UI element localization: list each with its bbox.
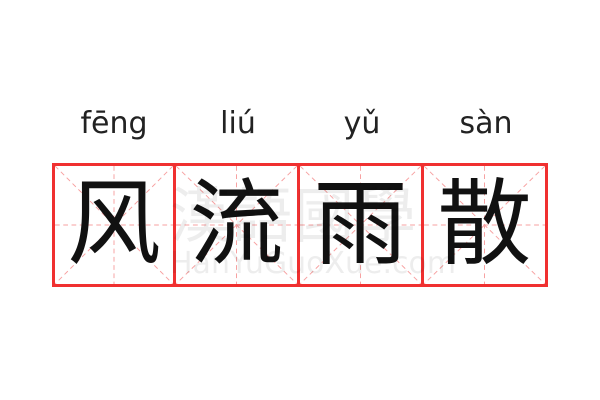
pinyin: yǔ bbox=[343, 106, 381, 141]
character-cell: 风 bbox=[52, 163, 176, 287]
pinyin: sàn bbox=[459, 106, 513, 141]
character-cell: 雨 bbox=[300, 163, 424, 287]
guide-lines bbox=[424, 166, 545, 284]
guide-lines bbox=[176, 166, 297, 284]
character-cell: 流 bbox=[176, 163, 300, 287]
pinyin: liú bbox=[220, 106, 256, 141]
character-cell: 散 bbox=[424, 163, 548, 287]
hanzi: 雨 bbox=[313, 170, 408, 279]
pinyin: fēng bbox=[80, 106, 148, 141]
guide-lines bbox=[55, 166, 173, 284]
character-grid: 风 流 雨 散 bbox=[52, 163, 548, 287]
hanzi: 散 bbox=[437, 170, 532, 279]
guide-lines bbox=[300, 166, 421, 284]
pinyin-row: fēng liú yǔ sàn bbox=[52, 106, 548, 141]
hanzi: 风 bbox=[66, 170, 161, 279]
hanzi: 流 bbox=[189, 170, 284, 279]
